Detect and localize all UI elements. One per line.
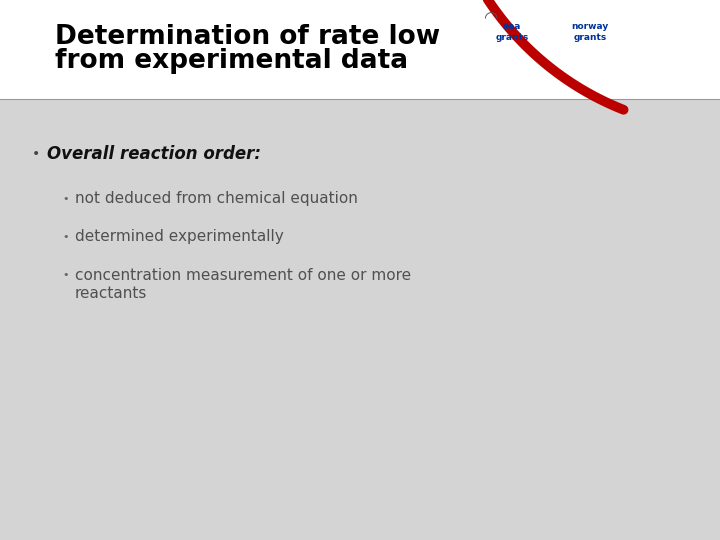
Text: •: • — [62, 194, 68, 204]
Text: concentration measurement of one or more: concentration measurement of one or more — [75, 267, 411, 282]
Text: eea
grants: eea grants — [495, 22, 528, 42]
Text: from experimental data: from experimental data — [55, 48, 408, 74]
Text: Overall reaction order:: Overall reaction order: — [47, 145, 261, 163]
Text: not deduced from chemical equation: not deduced from chemical equation — [75, 192, 358, 206]
Text: •: • — [32, 147, 40, 161]
Bar — [0, 99, 720, 540]
Text: determined experimentally: determined experimentally — [75, 230, 284, 245]
Text: Determination of rate low: Determination of rate low — [55, 24, 440, 50]
Bar — [0, 0, 720, 99]
Text: reactants: reactants — [75, 286, 148, 300]
Text: •: • — [62, 270, 68, 280]
Text: norway
grants: norway grants — [572, 22, 608, 42]
Text: •: • — [62, 232, 68, 242]
Text: ◠: ◠ — [482, 9, 498, 27]
